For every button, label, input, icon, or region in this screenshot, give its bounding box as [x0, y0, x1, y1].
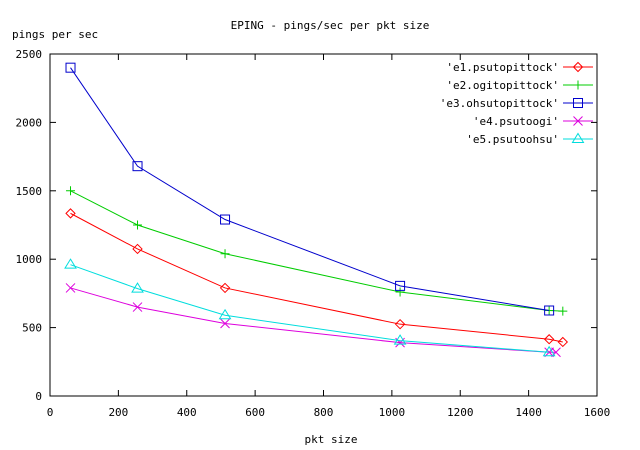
series-3-point [65, 62, 76, 73]
series-1-point [132, 243, 143, 255]
legend-marker [573, 98, 583, 108]
legend-label: 'e5.psutoohsu' [466, 133, 559, 146]
x-tick-label: 600 [245, 406, 265, 419]
legend-label: 'e1.psutopittock' [446, 61, 559, 74]
series-1 [65, 208, 569, 348]
y-tick-label: 0 [35, 390, 42, 403]
series-3-line [70, 67, 550, 311]
series-2-line [70, 190, 563, 312]
series-3-point [220, 214, 231, 225]
series-2-point [558, 306, 568, 316]
series-3-point [395, 280, 406, 291]
y-axis-label: pings per sec [12, 28, 98, 41]
series-3-point [132, 161, 143, 172]
x-tick-label: 1600 [584, 406, 611, 419]
legend-marker [571, 132, 585, 143]
legend-marker [573, 116, 583, 126]
chart-title: EPING - pings/sec per pkt size [231, 19, 430, 32]
series-5-line [70, 264, 550, 353]
series-1-point [65, 208, 76, 219]
series-5-point [64, 258, 77, 269]
series-2-point [66, 186, 76, 196]
y-tick-label: 1500 [16, 185, 43, 198]
series-5 [64, 258, 556, 357]
series-3 [65, 62, 555, 316]
legend-label: 'e4.psutoogi' [473, 115, 559, 128]
series-1-point [557, 336, 569, 348]
y-tick-label: 2000 [16, 116, 43, 129]
series-5-point [131, 282, 144, 293]
y-tick-label: 2500 [16, 48, 43, 61]
series-4-line [70, 287, 556, 353]
legend-marker [573, 80, 583, 90]
series-1-line [70, 212, 563, 343]
series-1-point [219, 282, 231, 294]
x-axis-label: pkt size [305, 433, 358, 446]
series-3-point [544, 305, 555, 316]
legend-label: 'e2.ogitopittock' [446, 79, 559, 92]
y-tick-label: 500 [22, 322, 42, 335]
series-2-point [220, 249, 230, 259]
series-2-point [133, 220, 143, 230]
y-tick-label: 1000 [16, 253, 43, 266]
series-5-point [393, 334, 407, 345]
x-tick-label: 400 [177, 406, 197, 419]
legend: 'e1.psutopittock' 'e2.ogitopittock' 'e3.oh… [440, 61, 593, 146]
series-5-point [542, 345, 556, 357]
x-tick-label: 0 [47, 406, 54, 419]
legend-label: 'e3.ohsutopittock' [440, 97, 559, 110]
series-4-point [65, 283, 76, 293]
series-4-point [220, 318, 230, 329]
x-tick-label: 1400 [515, 406, 542, 419]
x-tick-label: 1000 [379, 406, 406, 419]
series-2 [66, 186, 568, 316]
series-2-point [395, 287, 405, 297]
series-1-point [543, 334, 555, 345]
x-tick-label: 1200 [447, 406, 474, 419]
series-layer [64, 62, 569, 358]
x-tick-label: 200 [108, 406, 128, 419]
series-4 [65, 283, 561, 358]
legend-marker [572, 61, 584, 73]
axes-layer: 0 200 400 600 800 1000 1200 1400 1600 0 500 1000 150… [16, 48, 611, 419]
series-4-point [132, 302, 143, 312]
series-5-point [218, 308, 232, 320]
series-1-point [394, 318, 406, 330]
x-tick-label: 800 [314, 406, 334, 419]
